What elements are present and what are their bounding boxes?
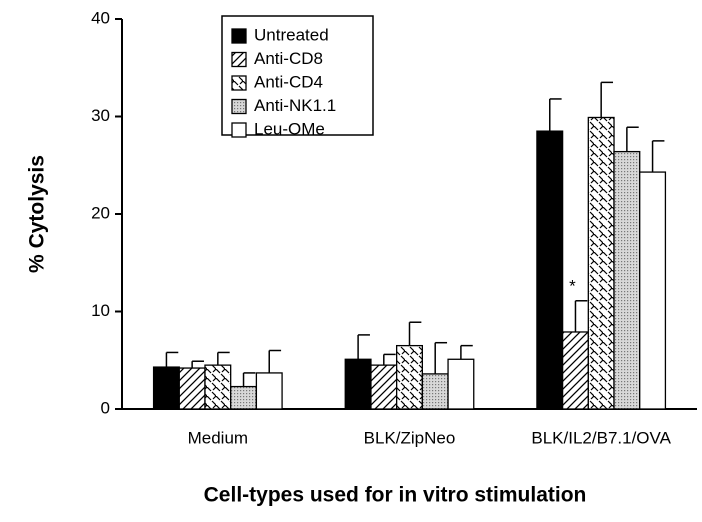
bar xyxy=(204,364,232,410)
annotation: * xyxy=(569,276,576,295)
legend-label: Untreated xyxy=(254,25,329,44)
bar xyxy=(536,130,564,410)
legend-swatch xyxy=(231,98,247,115)
bar xyxy=(255,372,283,410)
bar xyxy=(344,358,372,410)
bar xyxy=(178,367,206,410)
legend-label: Anti-CD8 xyxy=(254,49,323,68)
legend-label: Anti-CD4 xyxy=(254,72,323,91)
bar xyxy=(230,385,258,410)
legend-box xyxy=(221,15,374,136)
bar xyxy=(395,344,423,410)
bar xyxy=(587,116,615,410)
legend-label: Leu-OMe xyxy=(254,119,325,138)
legend-swatch xyxy=(231,122,247,138)
y-tick-label: 30 xyxy=(91,106,110,125)
bar xyxy=(152,366,180,410)
bar xyxy=(370,364,398,410)
bar xyxy=(639,171,667,410)
x-axis-title: Cell-types used for in vitro stimulation xyxy=(204,484,587,507)
y-tick-label: 10 xyxy=(91,301,110,320)
bar xyxy=(421,373,449,410)
legend-swatch xyxy=(231,51,247,68)
legend-label: Anti-NK1.1 xyxy=(254,96,336,115)
y-tick-label: 0 xyxy=(101,398,110,417)
legend-swatch xyxy=(231,28,247,44)
legend-swatch xyxy=(231,75,247,91)
bar xyxy=(447,358,475,410)
x-tick-label: BLK/IL2/B7.1/OVA xyxy=(531,428,671,447)
bar xyxy=(561,331,589,410)
y-axis-title: % Cytolysis xyxy=(26,155,49,273)
y-tick-label: 20 xyxy=(91,203,110,222)
bar xyxy=(613,150,641,410)
y-tick-label: 40 xyxy=(91,8,110,27)
x-tick-label: BLK/ZipNeo xyxy=(364,428,456,447)
x-tick-label: Medium xyxy=(188,428,248,447)
